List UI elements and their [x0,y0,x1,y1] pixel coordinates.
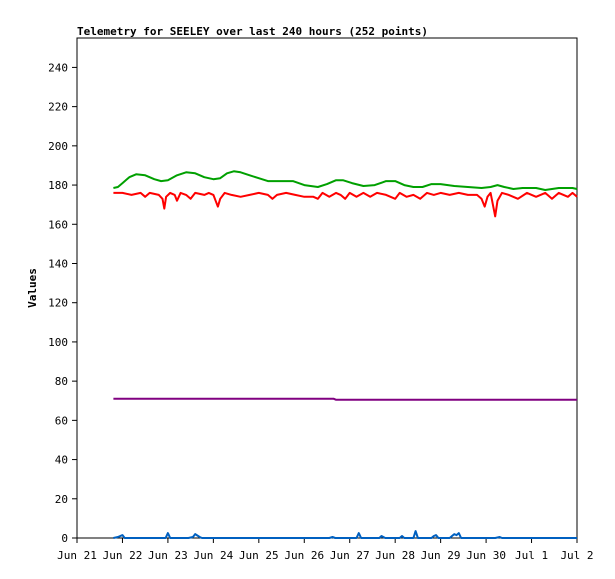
y-axis: 0 20 40 60 80 100 120 140 160 180 200 220 240 [48,61,77,545]
chart-title: Telemetry for SEELEY over last 240 hours… [77,25,428,38]
plot-frame [76,37,578,539]
y-tick-label: 20 [55,493,68,506]
y-tick-label: 200 [48,140,68,153]
y-tick-label: 60 [55,414,68,427]
y-tick-label: 240 [48,61,68,74]
x-tick-label: Jun 22 [103,549,143,562]
y-tick-label: 80 [55,375,68,388]
x-tick-label: Jun 26 [284,549,324,562]
x-tick-label: Jun 25 [239,549,279,562]
y-axis-label: Values [26,268,39,308]
x-tick-label: Jun 24 [193,549,233,562]
y-tick-label: 0 [61,532,68,545]
x-tick-label: Jul 1 [515,549,548,562]
x-tick-label: Jun 27 [330,549,370,562]
y-tick-label: 40 [55,454,68,467]
x-tick-label: Jun 23 [148,549,188,562]
series-line-3 [113,397,577,401]
x-tick-label: Jun 28 [375,549,415,562]
y-tick-label: 220 [48,101,68,114]
y-tick-label: 160 [48,218,68,231]
x-axis: Jun 21 Jun 22 Jun 23 Jun 24 Jun 25 Jun 26 Jun … [57,538,594,562]
y-tick-label: 180 [48,179,68,192]
x-tick-label: Jun 21 [57,549,97,562]
y-tick-label: 120 [48,297,68,310]
x-tick-label: Jun 29 [421,549,461,562]
series-line-4 [113,530,577,539]
series-line-1 [113,170,578,191]
series-layer [113,170,578,539]
y-tick-label: 140 [48,257,68,270]
x-tick-label: Jun 30 [466,549,506,562]
series-line-2 [113,191,578,218]
y-tick-label: 100 [48,336,68,349]
x-tick-label: Jul 2 [560,549,593,562]
